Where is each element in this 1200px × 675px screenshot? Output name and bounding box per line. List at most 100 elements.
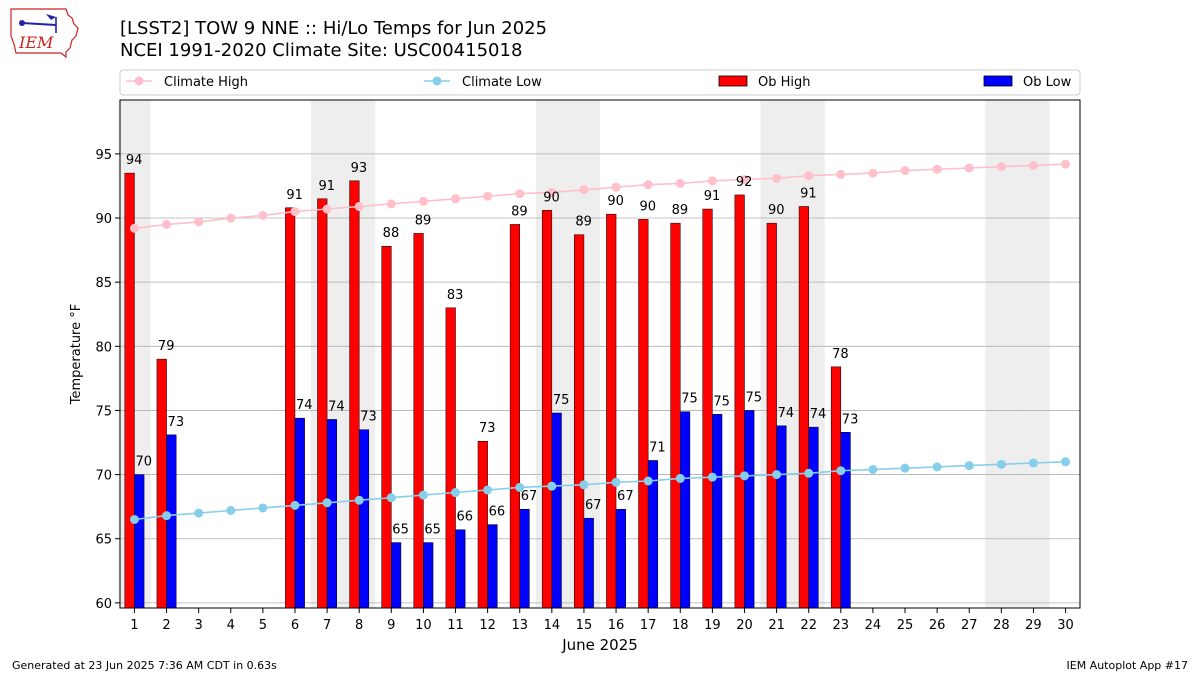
ob-low-bar-day-7 — [326, 419, 337, 609]
climate-low-point-day-21 — [772, 470, 782, 480]
ob-low-bar-day-10 — [423, 542, 434, 609]
ob-low-label-day-14: 75 — [553, 393, 570, 408]
chart-subtitle: NCEI 1991-2020 Climate Site: USC00415018 — [120, 40, 523, 61]
climate-low-point-day-27 — [964, 461, 974, 471]
climate-high-point-day-28 — [996, 162, 1006, 172]
ob-high-label-day-10: 89 — [415, 213, 432, 228]
ob-low-bar-day-14 — [551, 412, 562, 609]
y-axis-label: Temperature °F — [69, 304, 84, 405]
climate-high-point-day-19 — [707, 176, 717, 186]
weekend-shade-day-28 — [985, 100, 1018, 608]
x-tick-label-2: 2 — [162, 618, 170, 633]
ob-high-label-day-9: 88 — [383, 226, 400, 241]
ob-low-label-day-6: 74 — [296, 398, 313, 413]
climate-low-point-day-6 — [290, 500, 300, 510]
footer-app-id: IEM Autoplot App #17 — [1066, 659, 1189, 672]
bars — [124, 172, 851, 609]
ob-high-label-day-17: 90 — [640, 199, 657, 214]
ob-low-bar-day-22 — [808, 426, 819, 609]
climate-low-point-day-2 — [162, 511, 172, 521]
ob-low-bar-day-9 — [391, 542, 402, 609]
climate-low-point-day-19 — [707, 472, 717, 482]
legend-climate-low-marker — [432, 76, 442, 86]
ob-low-label-day-8: 73 — [360, 410, 377, 425]
ob-high-bar-day-23 — [830, 366, 842, 609]
climate-low-point-day-4 — [226, 506, 236, 516]
ob-high-bar-day-7 — [317, 198, 328, 609]
x-tick-label-4: 4 — [227, 618, 235, 633]
x-tick-label-11: 11 — [447, 618, 464, 633]
ob-low-label-day-10: 65 — [424, 523, 441, 538]
logo-text: IEM — [18, 33, 54, 52]
ob-low-bar-day-16 — [615, 508, 626, 609]
y-tick-label-80: 80 — [95, 340, 112, 355]
ob-high-bar-day-6 — [285, 207, 296, 609]
legend-ob-low-swatch — [983, 75, 1013, 87]
ob-high-label-day-21: 90 — [768, 203, 785, 218]
climate-high-point-day-22 — [804, 171, 814, 181]
data-labels: 94 79 91 91 93 88 89 83 73 89 90 89 90 90 89 91 92 90 91 78… — [126, 153, 859, 537]
ob-low-label-day-19: 75 — [713, 394, 730, 409]
legend-climate-high-marker — [134, 76, 144, 86]
y-axis-ticks: 60 65 70 75 80 85 90 95 — [95, 148, 120, 612]
climate-low-point-day-7 — [322, 498, 332, 508]
y-tick-label-90: 90 — [95, 212, 112, 227]
ob-high-bar-day-13 — [509, 224, 520, 609]
x-tick-label-26: 26 — [929, 618, 946, 633]
climate-low-point-day-3 — [194, 508, 204, 518]
legend-climate-high-label: Climate High — [164, 75, 248, 90]
ob-low-bar-day-23 — [840, 432, 851, 609]
climate-high-point-day-25 — [900, 166, 910, 176]
climate-low-point-day-18 — [675, 473, 685, 483]
x-tick-label-22: 22 — [800, 618, 817, 633]
x-tick-label-7: 7 — [323, 618, 331, 633]
climate-low-point-day-14 — [547, 481, 557, 491]
grid-lines — [120, 153, 1080, 604]
y-tick-label-65: 65 — [95, 533, 112, 548]
climate-high-point-day-3 — [194, 217, 204, 227]
x-tick-label-15: 15 — [576, 618, 593, 633]
ob-high-label-day-20: 92 — [736, 175, 753, 190]
legend-ob-high-label: Ob High — [758, 75, 811, 90]
ob-high-bar-day-15 — [574, 234, 585, 609]
legend-ob-high-swatch — [718, 75, 748, 87]
climate-low-point-day-10 — [418, 490, 428, 500]
ob-low-bar-day-18 — [680, 411, 691, 609]
x-tick-label-1: 1 — [130, 618, 138, 633]
ob-low-bar-day-12 — [487, 524, 498, 609]
ob-high-bar-day-19 — [702, 208, 713, 609]
legend-climate-low-label: Climate Low — [462, 75, 542, 90]
climate-high-point-day-12 — [483, 191, 493, 201]
climate-high-point-day-11 — [451, 194, 461, 204]
climate-low-point-day-16 — [611, 477, 621, 487]
x-tick-label-10: 10 — [415, 618, 432, 633]
climate-low-point-day-28 — [996, 459, 1006, 469]
climate-high-point-day-18 — [675, 178, 685, 188]
ob-high-label-day-2: 79 — [158, 339, 175, 354]
ob-low-label-day-9: 65 — [392, 523, 409, 538]
iem-logo: IEM — [10, 8, 79, 59]
ob-low-label-day-13: 67 — [521, 489, 538, 504]
climate-lines — [129, 159, 1071, 524]
ob-low-label-day-22: 74 — [810, 407, 827, 422]
ob-low-bar-day-21 — [776, 425, 787, 609]
ob-high-label-day-13: 89 — [511, 204, 528, 219]
climate-low-point-day-12 — [483, 485, 493, 495]
x-tick-label-20: 20 — [736, 618, 753, 633]
ob-high-bar-day-12 — [477, 440, 488, 609]
ob-high-label-day-11: 83 — [447, 288, 464, 303]
climate-high-point-day-8 — [354, 201, 364, 211]
x-tick-label-3: 3 — [195, 618, 203, 633]
climate-high-point-day-26 — [932, 164, 942, 174]
ob-high-bar-day-8 — [349, 180, 360, 609]
x-tick-label-28: 28 — [993, 618, 1010, 633]
ob-high-label-day-6: 91 — [286, 188, 303, 203]
ob-high-label-day-23: 78 — [832, 347, 849, 362]
climate-high-point-day-1 — [129, 223, 139, 233]
climate-high-point-day-4 — [226, 213, 236, 223]
ob-high-bar-day-18 — [670, 222, 681, 609]
climate-low-point-day-1 — [129, 514, 139, 524]
ob-high-bar-day-2 — [156, 358, 167, 609]
ob-high-label-day-22: 91 — [800, 186, 817, 201]
